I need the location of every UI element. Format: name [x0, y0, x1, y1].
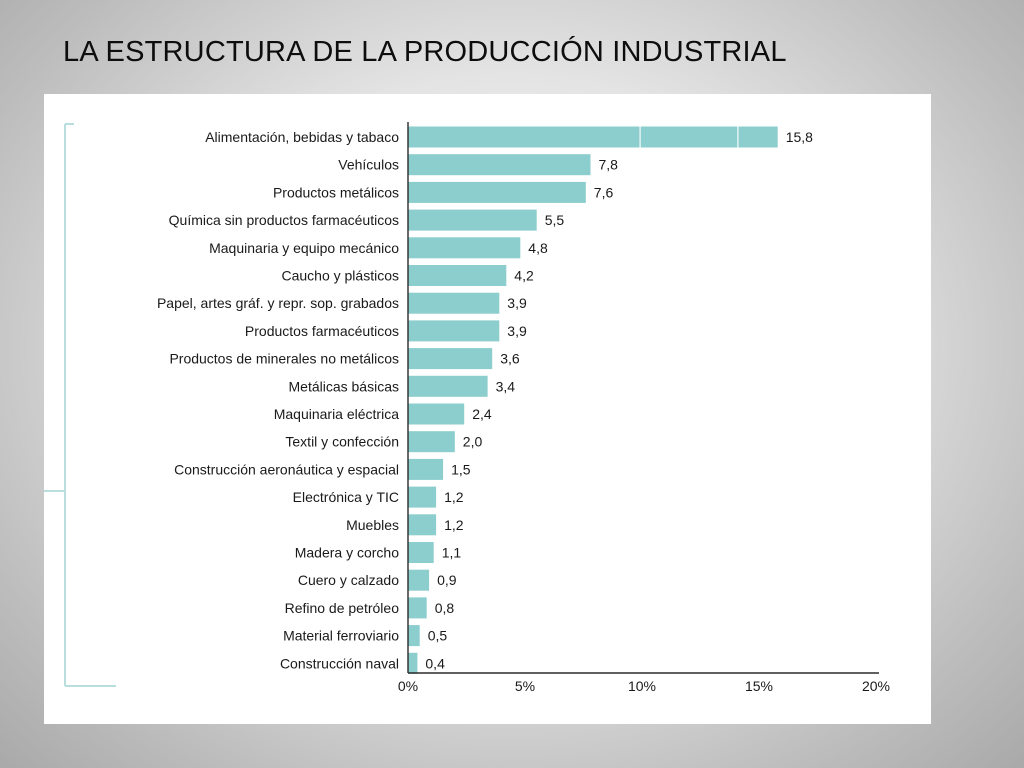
category-label: Productos metálicos — [273, 184, 399, 200]
value-label: 3,9 — [507, 323, 527, 339]
value-label: 15,8 — [786, 129, 813, 145]
bar-chart: Alimentación, bebidas y tabaco 15,8 Vehícu… — [44, 122, 890, 694]
bar — [408, 652, 418, 674]
value-label: 4,2 — [514, 268, 534, 284]
bar — [408, 597, 427, 619]
bar — [408, 154, 591, 176]
value-label: 0,9 — [437, 572, 457, 588]
category-label: Textil y confección — [285, 434, 399, 450]
bar — [408, 292, 500, 314]
x-tick-label: 0% — [398, 678, 418, 694]
category-label: Material ferroviario — [283, 628, 399, 644]
category-label: Vehículos — [338, 157, 399, 173]
bar — [408, 375, 488, 397]
category-label: Madera y corcho — [295, 545, 399, 561]
slide-title: LA ESTRUCTURA DE LA PRODUCCIÓN INDUSTRIA… — [63, 36, 787, 68]
value-label: 1,2 — [444, 489, 464, 505]
bar — [408, 320, 500, 342]
bar — [408, 181, 586, 203]
bar — [408, 431, 455, 453]
category-label: Metálicas básicas — [289, 378, 400, 394]
category-label: Química sin productos farmacéuticos — [169, 212, 399, 228]
value-label: 7,8 — [599, 157, 619, 173]
x-tick-label: 5% — [515, 678, 535, 694]
category-label: Productos de minerales no metálicos — [169, 351, 399, 367]
bar — [408, 348, 493, 370]
bar — [408, 458, 444, 480]
category-label: Alimentación, bebidas y tabaco — [205, 129, 399, 145]
bar — [408, 126, 778, 148]
x-tick-label: 10% — [628, 678, 656, 694]
category-label: Caucho y plásticos — [281, 268, 399, 284]
value-label: 3,6 — [500, 351, 520, 367]
value-label: 1,2 — [444, 517, 464, 533]
value-label: 3,9 — [507, 295, 527, 311]
bar — [408, 542, 434, 563]
bar — [408, 403, 465, 425]
category-label: Productos farmacéuticos — [245, 323, 399, 339]
x-tick-label: 15% — [745, 678, 773, 694]
category-label: Maquinaria y equipo mecánico — [209, 240, 399, 256]
chart-panel: Alimentación, bebidas y tabaco 15,8 Vehícu… — [44, 94, 931, 724]
value-label: 1,1 — [442, 545, 462, 561]
value-label: 1,5 — [451, 461, 471, 477]
bar — [408, 209, 537, 231]
value-label: 2,0 — [463, 434, 483, 450]
bar — [408, 265, 507, 286]
value-label: 4,8 — [528, 240, 548, 256]
category-label: Maquinaria eléctrica — [274, 406, 399, 422]
category-label: Refino de petróleo — [285, 600, 400, 616]
value-label: 0,4 — [425, 655, 445, 671]
category-label: Cuero y calzado — [298, 572, 399, 588]
category-label: Electrónica y TIC — [293, 489, 399, 505]
value-label: 0,5 — [428, 628, 448, 644]
category-label: Muebles — [346, 517, 399, 533]
x-tick-label: 20% — [862, 678, 890, 694]
bar — [408, 486, 437, 508]
bar — [408, 514, 437, 536]
category-label: Papel, artes gráf. y repr. sop. grabados — [157, 295, 399, 311]
category-label: Construcción aeronáutica y espacial — [174, 461, 399, 477]
bar — [408, 237, 521, 259]
value-label: 2,4 — [472, 406, 492, 422]
value-label: 5,5 — [545, 212, 565, 228]
bar — [408, 569, 430, 591]
category-label: Construcción naval — [280, 655, 399, 671]
value-label: 3,4 — [496, 378, 516, 394]
value-label: 0,8 — [435, 600, 455, 616]
value-label: 7,6 — [594, 184, 614, 200]
bar — [408, 625, 420, 647]
